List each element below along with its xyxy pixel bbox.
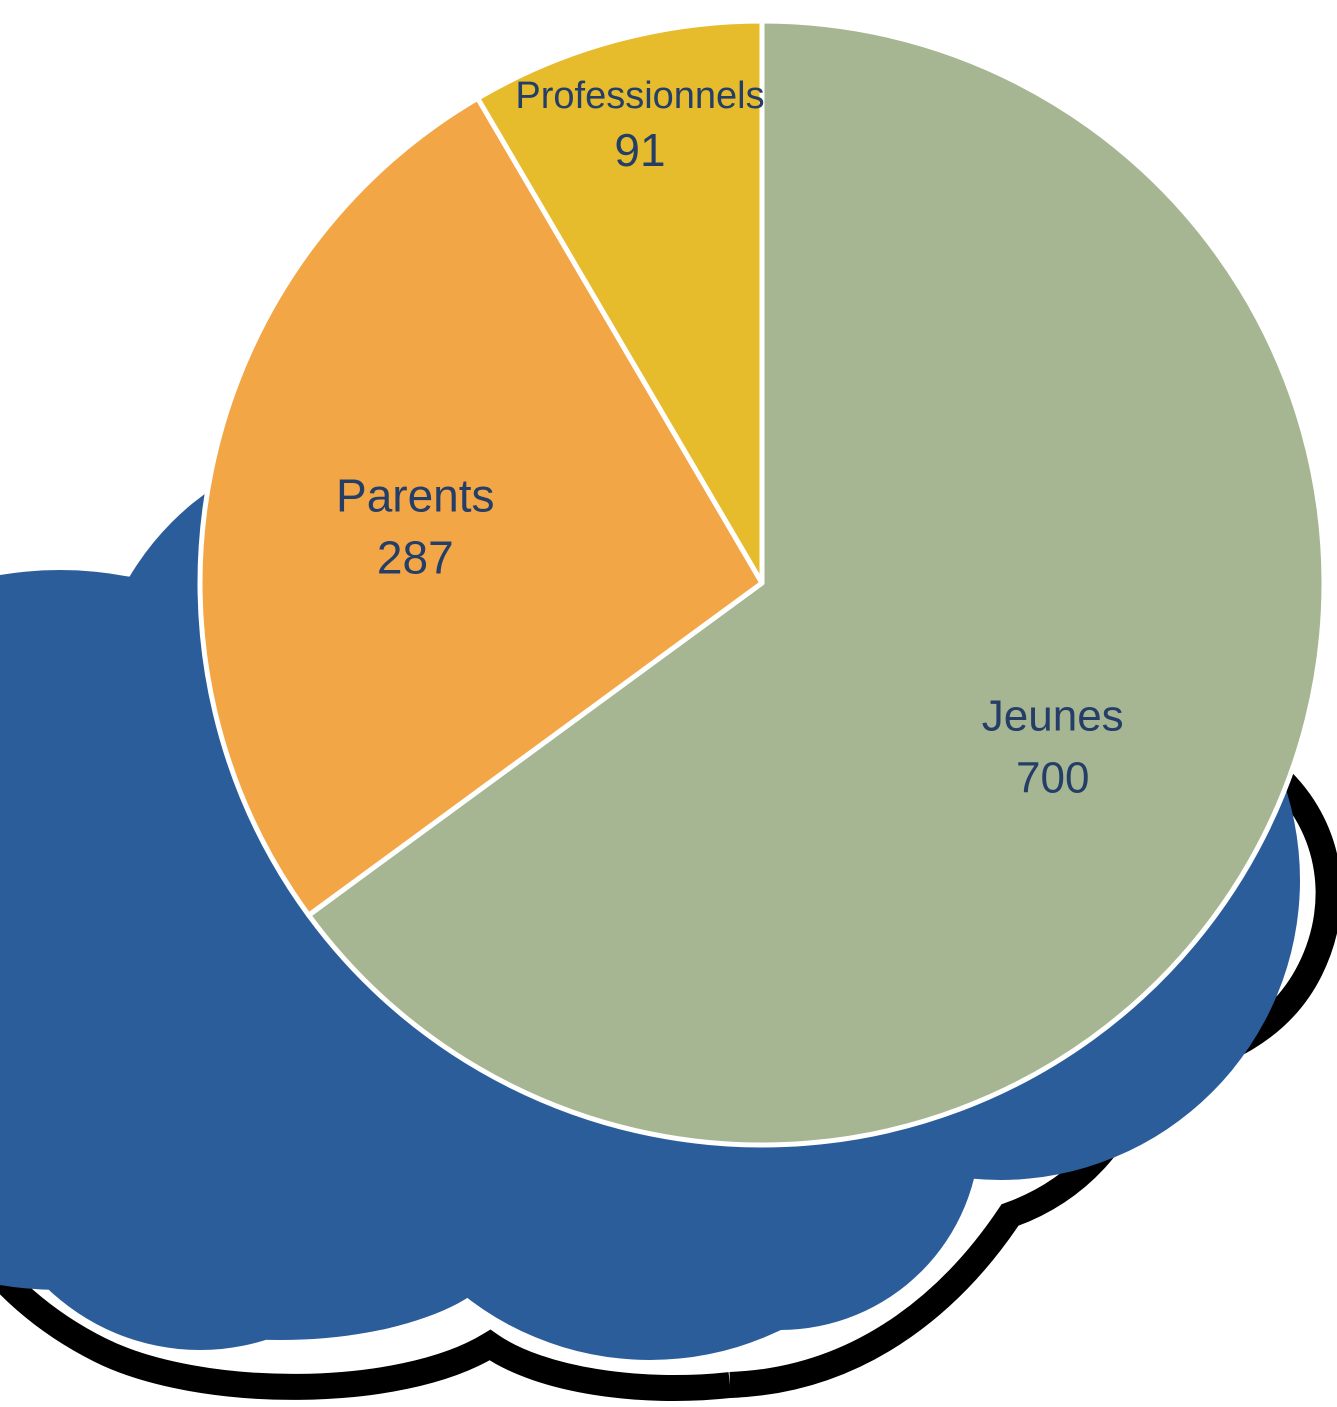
slice-label-parents: Parents — [336, 469, 495, 521]
pie-slices — [197, 18, 1327, 1148]
slice-label-professionnels: Professionnels — [515, 75, 764, 117]
cloud-lobe — [50, 1140, 510, 1340]
cloud-lobe — [0, 1030, 100, 1270]
slice-label-jeunes: Jeunes — [982, 691, 1124, 740]
cloud-outline-bottom-lobe — [0, 1255, 732, 1402]
slice-value-professionnels: 91 — [614, 124, 665, 176]
slice-value-jeunes: 700 — [1016, 753, 1089, 802]
pie-labels: Jeunes 700 Parents 287 Professionnels 91 — [336, 75, 1124, 802]
slice-value-parents: 287 — [377, 531, 454, 583]
pie-slice-parents — [197, 95, 765, 918]
pie-slice-jeunes — [306, 18, 1327, 1148]
pie-slice-professionnels — [475, 18, 765, 586]
